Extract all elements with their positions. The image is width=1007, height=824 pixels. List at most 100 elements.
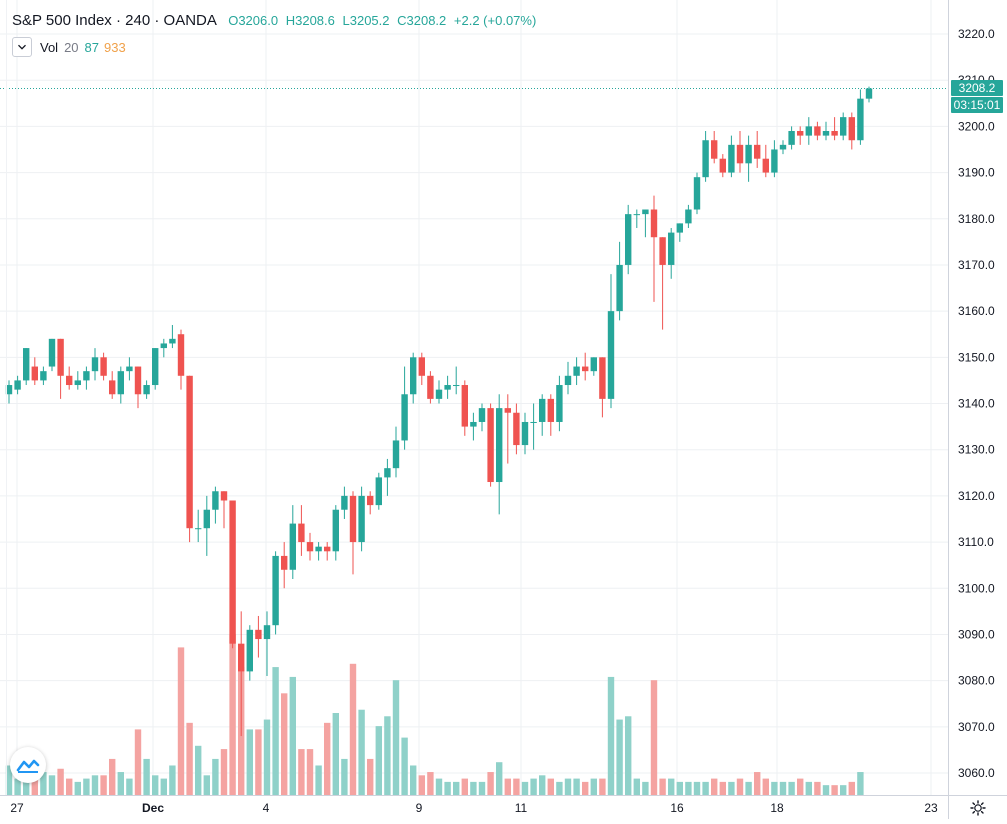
- interval-label[interactable]: 240: [125, 12, 151, 29]
- candle-body: [719, 158, 726, 173]
- time-axis-label: 18: [770, 801, 784, 815]
- volume-bar: [177, 647, 185, 795]
- candle-body: [521, 421, 529, 446]
- price-axis-label: 3090.0: [958, 627, 995, 641]
- candle-body: [788, 130, 795, 145]
- volume-bar: [530, 778, 537, 795]
- volume-bar: [427, 772, 434, 795]
- candle-body: [711, 140, 718, 159]
- candle-body: [212, 491, 219, 510]
- candle-body: [195, 528, 202, 530]
- volume-indicator-name[interactable]: Vol: [40, 39, 59, 55]
- candle-body: [848, 117, 855, 141]
- candle-body: [496, 408, 503, 483]
- volume-bar: [57, 768, 64, 795]
- volume-bar: [220, 749, 228, 795]
- candle-body: [797, 130, 804, 136]
- candle-body: [298, 523, 305, 543]
- symbol-legend[interactable]: S&P 500 Index · 240 · OANDA O3206.0 H320…: [12, 12, 540, 29]
- time-axis-label: 9: [416, 801, 423, 815]
- symbol-name[interactable]: S&P 500 Index: [12, 12, 112, 29]
- candle-body: [547, 398, 554, 422]
- last-price-label: 3208.2: [951, 80, 1003, 96]
- price-axis-label: 3120.0: [958, 489, 995, 503]
- candle-body: [341, 495, 348, 510]
- change-value: +2.2 (+0.07%): [453, 13, 537, 28]
- candle-body: [814, 126, 821, 136]
- volume-bar: [23, 778, 30, 795]
- time-axis-label: 23: [924, 801, 938, 815]
- volume-bar: [607, 676, 615, 795]
- volume-bar: [126, 778, 133, 795]
- collapse-legend-button[interactable]: [12, 37, 32, 57]
- volume-bar: [633, 778, 640, 795]
- candle-body: [401, 394, 408, 441]
- price-axis-label: 3150.0: [958, 350, 995, 364]
- price-axis-label: 3110.0: [958, 535, 994, 549]
- candle-body: [255, 629, 262, 640]
- volume-bar: [444, 781, 451, 795]
- candle-body: [375, 477, 382, 506]
- candle-body: [229, 500, 236, 644]
- candle-body: [478, 408, 486, 422]
- chart-settings-button[interactable]: [969, 799, 987, 817]
- candle-body: [616, 264, 623, 312]
- candle-body: [504, 408, 511, 413]
- candle-body: [461, 385, 468, 427]
- volume-bar: [341, 758, 348, 795]
- candle-body: [40, 371, 47, 381]
- price-axis-label: 3160.0: [958, 304, 995, 318]
- volume-bar: [754, 772, 761, 795]
- volume-bar: [487, 772, 494, 795]
- tradingview-logo-icon: [16, 759, 40, 773]
- candle-body: [564, 375, 572, 386]
- volume-bar: [676, 781, 683, 795]
- volume-bar: [771, 781, 778, 795]
- volume-bar: [496, 762, 503, 795]
- time-axis-label: 16: [670, 801, 684, 815]
- candle-body: [5, 385, 13, 395]
- volume-bar: [40, 772, 47, 795]
- volume-bar: [281, 693, 288, 795]
- candle-body: [281, 555, 288, 570]
- candle-body: [435, 389, 443, 399]
- separator-dot: ·: [115, 12, 121, 29]
- candle-body: [693, 177, 701, 210]
- candle-body: [728, 144, 735, 173]
- volume-bar: [332, 713, 339, 795]
- candle-body: [659, 237, 666, 265]
- candle-body: [238, 643, 245, 672]
- volume-bar: [840, 785, 847, 795]
- candle-body: [607, 311, 615, 399]
- candle-body: [246, 629, 253, 672]
- candle-body: [91, 357, 99, 372]
- volume-bar: [315, 765, 322, 795]
- volume-bar: [848, 781, 855, 795]
- volume-bar: [109, 758, 116, 795]
- candle-body: [272, 555, 279, 626]
- volume-bar: [14, 778, 21, 795]
- volume-bar: [547, 778, 554, 795]
- candle-body: [857, 98, 864, 141]
- broker-label: OANDA: [163, 12, 217, 29]
- volume-bar: [573, 778, 580, 795]
- volume-bar: [117, 772, 124, 795]
- volume-bar: [728, 781, 735, 795]
- volume-bar: [805, 781, 812, 795]
- volume-bar: [5, 765, 13, 795]
- price-axis-label: 3200.0: [958, 119, 995, 133]
- volume-bar: [324, 722, 331, 795]
- candle-body: [57, 338, 64, 376]
- volume-bar: [857, 772, 864, 795]
- volume-bar: [195, 745, 202, 795]
- candle-body: [126, 366, 133, 372]
- candle-body: [831, 130, 838, 136]
- candle-body: [203, 509, 210, 529]
- candle-body: [358, 495, 365, 543]
- tradingview-logo[interactable]: [10, 747, 46, 783]
- volume-bar: [650, 680, 658, 795]
- candle-body: [573, 366, 580, 376]
- volume-bar: [152, 775, 159, 795]
